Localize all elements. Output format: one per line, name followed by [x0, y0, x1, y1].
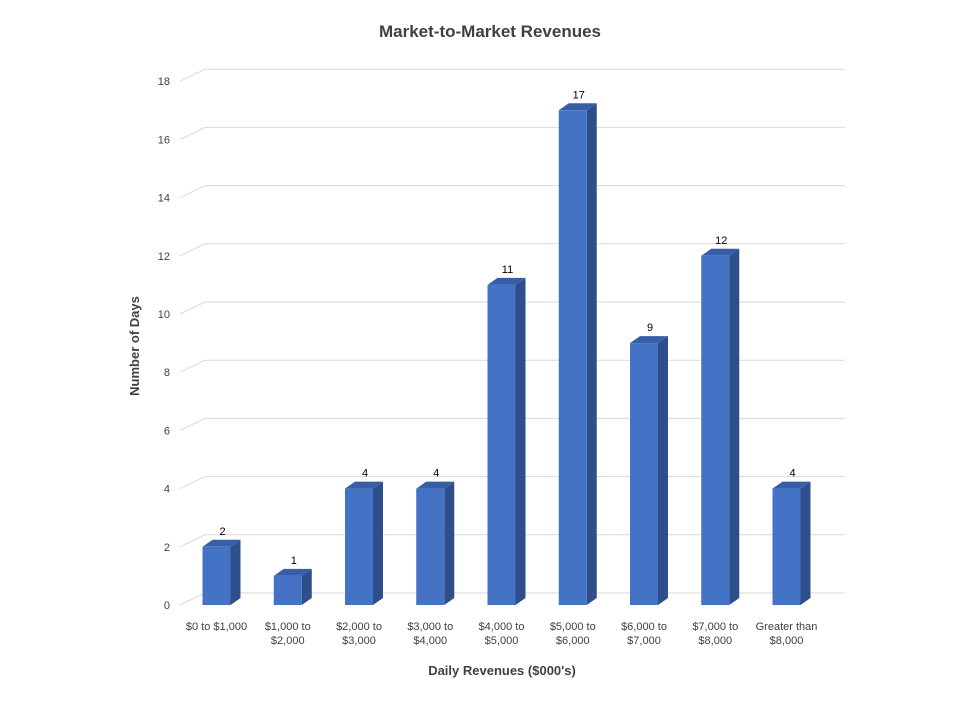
bar-side	[301, 568, 312, 605]
data-label: 4	[362, 468, 368, 480]
bar	[630, 336, 668, 605]
bar-side	[230, 539, 241, 605]
y-tick-label: 12	[158, 251, 170, 263]
bar-front	[273, 575, 302, 605]
y-tick-label: 2	[164, 542, 170, 554]
bar	[273, 568, 312, 605]
bar	[772, 481, 811, 605]
y-axis-title: Number of Days	[127, 296, 142, 396]
bar-top	[345, 481, 383, 489]
x-tick-label: $1,000 to $2,000	[265, 621, 311, 647]
chart-title: Market-to-Market Revenues	[379, 22, 601, 41]
y-tick-label: 8	[164, 367, 170, 379]
data-labels: 2 1 4 4 11 17 9 12 4	[219, 89, 795, 567]
bar-front	[701, 255, 730, 606]
y-tick-label: 10	[158, 309, 170, 321]
bar-top	[701, 248, 740, 256]
bar	[345, 481, 383, 605]
y-tick-label: 18	[158, 76, 170, 88]
bar-front	[202, 546, 231, 605]
gridline	[179, 301, 845, 315]
gridline	[179, 68, 845, 82]
x-axis-title: Daily Revenues ($000's)	[428, 663, 576, 678]
y-tick-label: 16	[158, 134, 170, 146]
x-tick-label: $0 to $1,000	[186, 621, 247, 633]
x-tick-label: $5,000 to $6,000	[550, 621, 596, 647]
bar-top	[416, 481, 455, 489]
x-tick-label: Greater than $8,000	[756, 621, 818, 647]
bar-top	[202, 539, 241, 547]
data-label: 11	[502, 264, 513, 276]
bar-top	[772, 481, 811, 489]
gridline	[179, 126, 845, 140]
data-label: 1	[291, 555, 297, 567]
bar	[487, 277, 526, 605]
data-label: 17	[573, 89, 585, 101]
gridline	[179, 243, 845, 257]
bar-front	[416, 488, 445, 605]
bar-side	[586, 103, 597, 606]
data-label: 9	[647, 322, 653, 334]
bar-top	[487, 277, 526, 285]
bar-front	[487, 284, 516, 605]
bar	[202, 539, 241, 605]
bar-side	[515, 277, 526, 605]
gridlines	[179, 68, 845, 606]
bar	[558, 103, 597, 606]
bar-front	[630, 343, 658, 605]
data-label: 2	[219, 526, 225, 538]
bar	[701, 248, 740, 606]
y-axis-ticks: 0 2 4 6 8 10 12 14 16 18	[158, 76, 170, 612]
bar-side	[658, 336, 668, 605]
bar-top	[273, 568, 312, 576]
gridline	[179, 185, 845, 199]
bar-front	[345, 488, 373, 605]
bar-top	[630, 336, 668, 344]
data-label: 4	[789, 468, 795, 480]
bar	[416, 481, 455, 605]
bar-side	[729, 248, 740, 606]
bar-side	[800, 481, 811, 605]
bar-top	[558, 103, 597, 111]
y-tick-label: 4	[164, 484, 170, 496]
x-tick-label: $6,000 to $7,000	[621, 621, 667, 647]
bars	[202, 103, 811, 606]
x-tick-label: $2,000 to $3,000	[336, 621, 382, 647]
x-tick-label: $7,000 to $8,000	[692, 621, 738, 647]
y-tick-label: 6	[164, 425, 170, 437]
x-tick-label: $3,000 to $4,000	[407, 621, 453, 647]
bar-front	[772, 488, 801, 605]
bar-side	[444, 481, 455, 605]
y-tick-label: 0	[164, 600, 170, 612]
data-label: 12	[715, 235, 727, 247]
y-tick-label: 14	[158, 193, 170, 205]
x-tick-label: $4,000 to $5,000	[479, 621, 525, 647]
bar-front	[558, 110, 587, 606]
x-axis-ticks: $0 to $1,000 $1,000 to $2,000 $2,000 to $3,0…	[186, 621, 817, 647]
bar-side	[373, 481, 383, 605]
data-label: 4	[433, 468, 439, 480]
